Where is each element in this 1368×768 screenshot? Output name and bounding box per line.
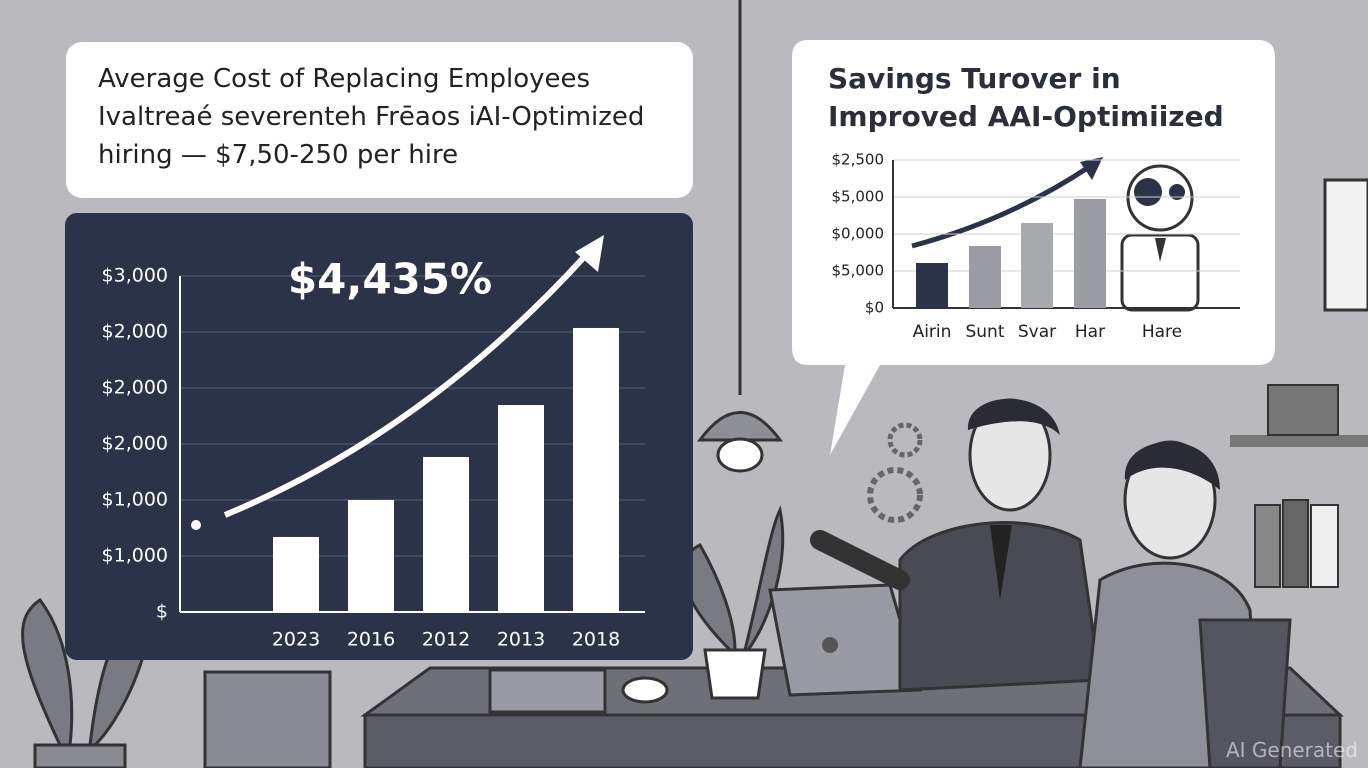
person-arm — [810, 530, 910, 590]
bar — [1074, 198, 1106, 308]
plant-pot — [703, 648, 767, 700]
y-tick-label: $ — [156, 601, 168, 623]
plant — [681, 505, 785, 652]
chart-subtitle: Ivaltreaé severenteh Frēaos iAI-Optimize… — [98, 102, 645, 170]
person-hair — [967, 398, 1060, 435]
cup — [621, 676, 669, 704]
robot-eye — [1169, 184, 1185, 200]
chair — [1198, 618, 1292, 768]
bar — [423, 456, 469, 612]
y-tick-label: $1,000 — [102, 489, 168, 511]
watermark: AI Generated — [1225, 738, 1358, 762]
robot-tie — [1155, 238, 1166, 262]
bar — [916, 263, 948, 308]
x-tick-label: Sunt — [965, 322, 1004, 342]
x-tick-label: Hare — [1142, 322, 1182, 342]
bar — [348, 500, 394, 612]
x-tick-label: Har — [1075, 322, 1105, 342]
bar — [969, 245, 1001, 308]
binder — [1254, 504, 1281, 588]
bar — [1021, 222, 1053, 308]
y-tick-label: $2,000 — [102, 377, 168, 399]
y-tick-label: $5,000 — [832, 188, 885, 206]
laptop-logo — [822, 637, 838, 653]
books — [1267, 384, 1339, 436]
x-tick-label: Airin — [913, 322, 952, 342]
y-tick-label: $2,500 — [832, 151, 885, 169]
trend-arrow — [911, 162, 1094, 249]
y-tick-label: $0,000 — [832, 225, 885, 243]
chart-title: Average Cost of Replacing Employees — [98, 64, 591, 94]
book-stack — [203, 670, 332, 768]
x-tick-label: Svar — [1018, 322, 1056, 342]
x-tick-label: 2012 — [422, 629, 470, 651]
gear — [887, 422, 923, 458]
arrow-head — [575, 235, 604, 272]
binder — [1282, 499, 1309, 588]
y-tick-label: $2,000 — [102, 321, 168, 343]
bar — [573, 327, 619, 612]
robot-eye — [1134, 178, 1162, 206]
bar — [498, 405, 544, 612]
dot — [191, 520, 201, 530]
chart-title: Savings Turover in Improved AAI-Optimiiz… — [828, 62, 1224, 133]
bar — [273, 536, 319, 612]
trend-arrow — [223, 243, 598, 518]
caption-box — [66, 42, 693, 198]
person-hair — [1124, 441, 1220, 490]
chart-annotation: $4,435% — [288, 255, 492, 304]
person-body — [898, 521, 1102, 692]
gear — [867, 467, 923, 523]
y-tick-label: $3,000 — [102, 265, 168, 287]
x-tick-label: 2018 — [572, 629, 620, 651]
x-tick-label: 2023 — [272, 629, 320, 651]
x-tick-label: 2013 — [497, 629, 545, 651]
lamp-bulb — [716, 437, 764, 473]
lamp-shade — [697, 411, 783, 442]
arrow-head — [1080, 157, 1103, 180]
book-stack — [488, 668, 607, 714]
shelf — [1230, 435, 1368, 447]
wall-frame — [1323, 178, 1368, 312]
x-tick-label: 2016 — [347, 629, 395, 651]
caption: Average Cost of Replacing Employees Ival… — [98, 60, 678, 174]
robot-body — [1120, 233, 1200, 312]
binder — [1310, 504, 1339, 588]
y-tick-label: $2,000 — [102, 433, 168, 455]
tie — [990, 525, 1012, 600]
y-tick-label: $0 — [865, 299, 884, 317]
y-tick-label: $1,000 — [102, 545, 168, 567]
plant-pot — [33, 743, 127, 768]
y-tick-label: $5,000 — [832, 262, 885, 280]
